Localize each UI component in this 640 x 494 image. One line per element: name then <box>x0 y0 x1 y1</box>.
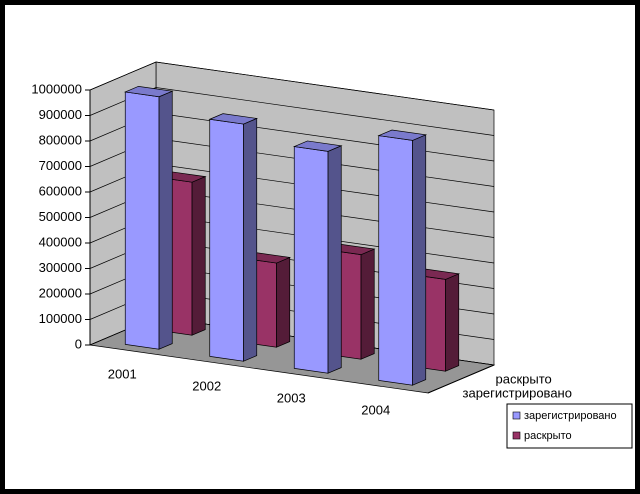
bar-side <box>243 117 258 362</box>
bar-side <box>158 90 173 350</box>
x-tick-label: 2003 <box>277 390 306 405</box>
grid-line <box>89 87 495 136</box>
y-tick-label: 400000 <box>39 234 82 249</box>
legend-label: зарегистрировано <box>524 410 617 422</box>
x-tick-label: 2004 <box>361 402 390 417</box>
bar <box>377 129 428 386</box>
x-tick-label: 2002 <box>192 378 221 393</box>
legend-box <box>506 403 633 449</box>
bar-side <box>360 248 375 360</box>
bar-side <box>276 256 291 348</box>
y-tick-label: 0 <box>75 336 82 351</box>
legend-swatch <box>512 431 521 440</box>
y-tick-label: 100000 <box>39 311 82 326</box>
x-tick-label: 2001 <box>108 366 137 381</box>
bar-front <box>293 146 329 374</box>
bar-front <box>378 135 413 386</box>
legend-label: раскрыто <box>524 430 572 442</box>
depth-tick-label: зарегистрировано <box>463 385 572 400</box>
grid-line <box>89 61 495 111</box>
y-tick-label: 200000 <box>39 285 82 300</box>
bar-side <box>191 176 206 336</box>
y-tick-label: 700000 <box>39 158 82 173</box>
bar-top <box>123 85 174 98</box>
y-tick-label: 500000 <box>39 209 82 224</box>
depth-tick-label: раскрыто <box>496 371 552 386</box>
bar <box>292 140 343 374</box>
y-tick-label: 600000 <box>39 183 82 198</box>
depth-axis <box>427 364 495 394</box>
y-tick-label: 1000000 <box>31 81 82 96</box>
bar-front <box>124 91 160 350</box>
y-tick-label: 900000 <box>39 107 82 122</box>
legend-swatch <box>512 411 521 420</box>
y-tick-label: 800000 <box>39 132 82 147</box>
bar <box>123 85 174 350</box>
bar-front <box>209 118 244 362</box>
bar <box>208 113 259 362</box>
bar-side <box>412 134 427 386</box>
bar-top <box>377 129 428 141</box>
bar-side <box>327 145 342 374</box>
bar-top <box>292 140 343 152</box>
bar-top <box>208 113 259 125</box>
bar-side <box>445 273 460 372</box>
y-tick-label: 300000 <box>39 260 82 275</box>
